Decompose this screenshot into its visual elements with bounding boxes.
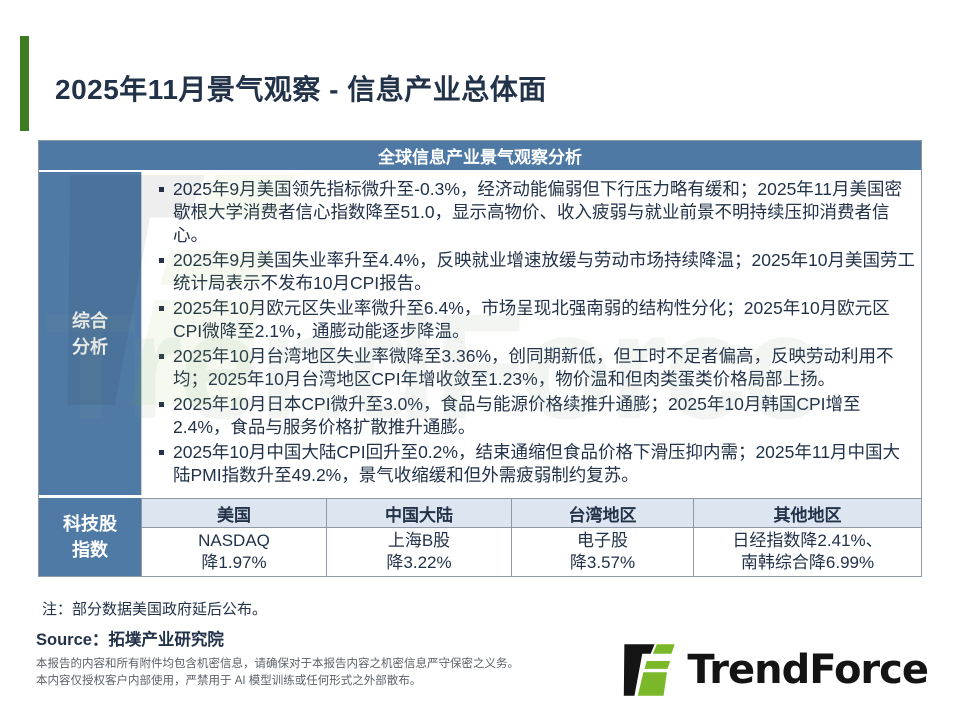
table-title: 全球信息产业景气观察分析 — [39, 141, 921, 172]
analysis-label-line1: 综合 — [72, 310, 108, 331]
analysis-row-label: 综合 分析 — [39, 172, 141, 495]
stock-index-row: 科技股 指数 美国 中国大陆 台湾地区 其他地区 NASDAQ 降1.97% 上… — [39, 495, 921, 576]
stock-value-line: 降3.57% — [569, 553, 636, 572]
stock-grid: 美国 中国大陆 台湾地区 其他地区 NASDAQ 降1.97% 上海B股 降3.… — [141, 498, 921, 576]
page-title: 2025年11月景气观察 - 信息产业总体面 — [55, 74, 547, 105]
stock-value-others: 日经指数降2.41%、 南韩综合降6.99% — [694, 528, 921, 576]
disclaimer-line2: 本内容仅授权客户内部使用，严禁用于 AI 模型训练或任何形式之外部散布。 — [36, 675, 422, 687]
stock-value-line: NASDAQ — [198, 531, 270, 550]
title-accent-bar — [20, 36, 29, 131]
stock-col-header-taiwan: 台湾地区 — [512, 499, 694, 527]
stock-value-line: 上海B股 — [387, 531, 451, 550]
stock-value-taiwan: 电子股 降3.57% — [512, 528, 694, 576]
trendforce-logo-text: TrendForce — [687, 647, 929, 693]
analysis-bullet: 2025年9月美国失业率升至4.4%，反映就业增速放缓与劳动市场持续降温；202… — [156, 249, 915, 295]
stock-value-line: 降1.97% — [201, 553, 267, 572]
disclaimer: 本报告的内容和所有附件均包含机密信息，请确保对于本报告内容之机密信息严守保密之义… — [36, 656, 519, 690]
stock-value-us: NASDAQ 降1.97% — [142, 528, 327, 576]
analysis-bullet: 2025年10月日本CPI微升至3.0%，食品与能源价格续推升通膨；2025年1… — [156, 393, 915, 439]
stock-value-line: 降3.22% — [386, 553, 452, 572]
analysis-bullet: 2025年10月欧元区失业率微升至6.4%，市场呈现北强南弱的结构性分化；202… — [156, 297, 915, 343]
analysis-label-line2: 分析 — [72, 336, 108, 357]
analysis-bullet-list: 2025年9月美国领先指标微升至-0.3%，经济动能偏弱但下行压力略有缓和；20… — [156, 178, 915, 487]
analysis-bullet: 2025年10月台湾地区失业率微降至3.36%，创同期新低，但工时不足者偏高，反… — [156, 345, 915, 391]
trendforce-logo-icon — [624, 644, 676, 696]
analysis-bullet: 2025年10月中国大陆CPI回升至0.2%，结束通缩但食品价格下滑压抑内需；2… — [156, 441, 915, 487]
stock-col-header-us: 美国 — [142, 499, 327, 527]
stock-col-header-others: 其他地区 — [773, 505, 842, 525]
stock-label-line1: 科技股 — [63, 514, 117, 534]
analysis-content: 2025年9月美国领先指标微升至-0.3%，经济动能偏弱但下行压力略有缓和；20… — [141, 172, 921, 495]
stock-col-header-china: 中国大陆 — [327, 499, 512, 527]
source-line: Source：拓墣产业研究院 — [36, 631, 224, 649]
trendforce-logo: TrendForce — [621, 642, 929, 698]
disclaimer-line1: 本报告的内容和所有附件均包含机密信息，请确保对于本报告内容之机密信息严守保密之义… — [36, 658, 519, 670]
footnote: 注：部分数据美国政府延后公布。 — [42, 601, 268, 618]
stock-header-row: 美国 中国大陆 台湾地区 其他地区 — [142, 498, 921, 528]
observation-table: 全球信息产业景气观察分析 综合 分析 2025年9月美国领先指标微升至-0.3%… — [38, 140, 922, 577]
stock-value-line: 电子股 — [577, 531, 628, 550]
stock-label-line2: 指数 — [72, 540, 108, 560]
stock-value-china: 上海B股 降3.22% — [327, 528, 512, 576]
stock-value-line: 南韩综合降6.99% — [740, 553, 875, 572]
analysis-bullet: 2025年9月美国领先指标微升至-0.3%，经济动能偏弱但下行压力略有缓和；20… — [156, 178, 915, 247]
stock-row-label: 科技股 指数 — [39, 498, 141, 576]
analysis-row: 综合 分析 2025年9月美国领先指标微升至-0.3%，经济动能偏弱但下行压力略… — [39, 172, 921, 495]
stock-value-line: 日经指数降2.41%、 — [732, 531, 883, 550]
stock-value-row: NASDAQ 降1.97% 上海B股 降3.22% 电子股 降3.57% 日经指… — [142, 528, 921, 576]
